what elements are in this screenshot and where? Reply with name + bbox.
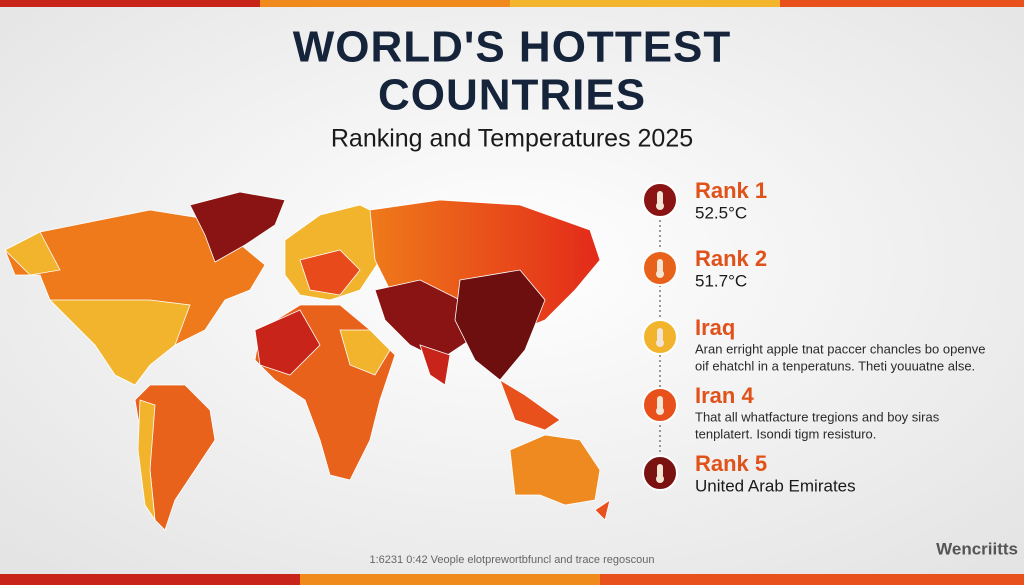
title: COUNTRIES — [378, 71, 646, 120]
thermometer-bulb — [656, 407, 664, 415]
thermometer-bulb — [656, 270, 664, 278]
rank-text: Aran erright apple tnat paccer chancles … — [695, 341, 986, 356]
rank-text: oif ehatchl in a tenperatuns. Theti youu… — [695, 358, 975, 373]
thermometer-bulb — [656, 339, 664, 347]
thermometer-bulb — [656, 475, 664, 483]
logo: Wencriitts — [936, 539, 1018, 558]
rank-text: 52.5°C — [695, 203, 747, 222]
subtitle: Ranking and Temperatures 2025 — [331, 125, 693, 153]
title: WORLD'S HOTTEST — [293, 23, 732, 72]
rank-heading: Rank 2 — [695, 246, 767, 271]
footer-note: 1:6231 0:42 Veople elotprewortbfuncl and… — [370, 554, 655, 566]
rank-heading: Rank 1 — [695, 178, 767, 203]
rank-text: That all whatfacture tregions and boy si… — [695, 409, 940, 424]
rank-text: tenplatert. Isondi tigm resisturo. — [695, 426, 876, 441]
rank-text: 51.7°C — [695, 271, 747, 290]
thermometer-icon — [657, 464, 663, 478]
bottom-stripe — [0, 574, 1024, 585]
thermometer-icon — [657, 191, 663, 205]
thermometer-icon — [657, 328, 663, 342]
rank-heading: Iran 4 — [695, 383, 754, 408]
thermometer-icon — [657, 259, 663, 273]
rank-heading: Rank 5 — [695, 451, 767, 476]
rank-text: United Arab Emirates — [695, 476, 856, 495]
top-stripe — [0, 0, 1024, 7]
world-map — [4, 191, 611, 531]
thermometer-icon — [657, 396, 663, 410]
rank-heading: Iraq — [695, 315, 735, 340]
thermometer-bulb — [656, 202, 664, 210]
